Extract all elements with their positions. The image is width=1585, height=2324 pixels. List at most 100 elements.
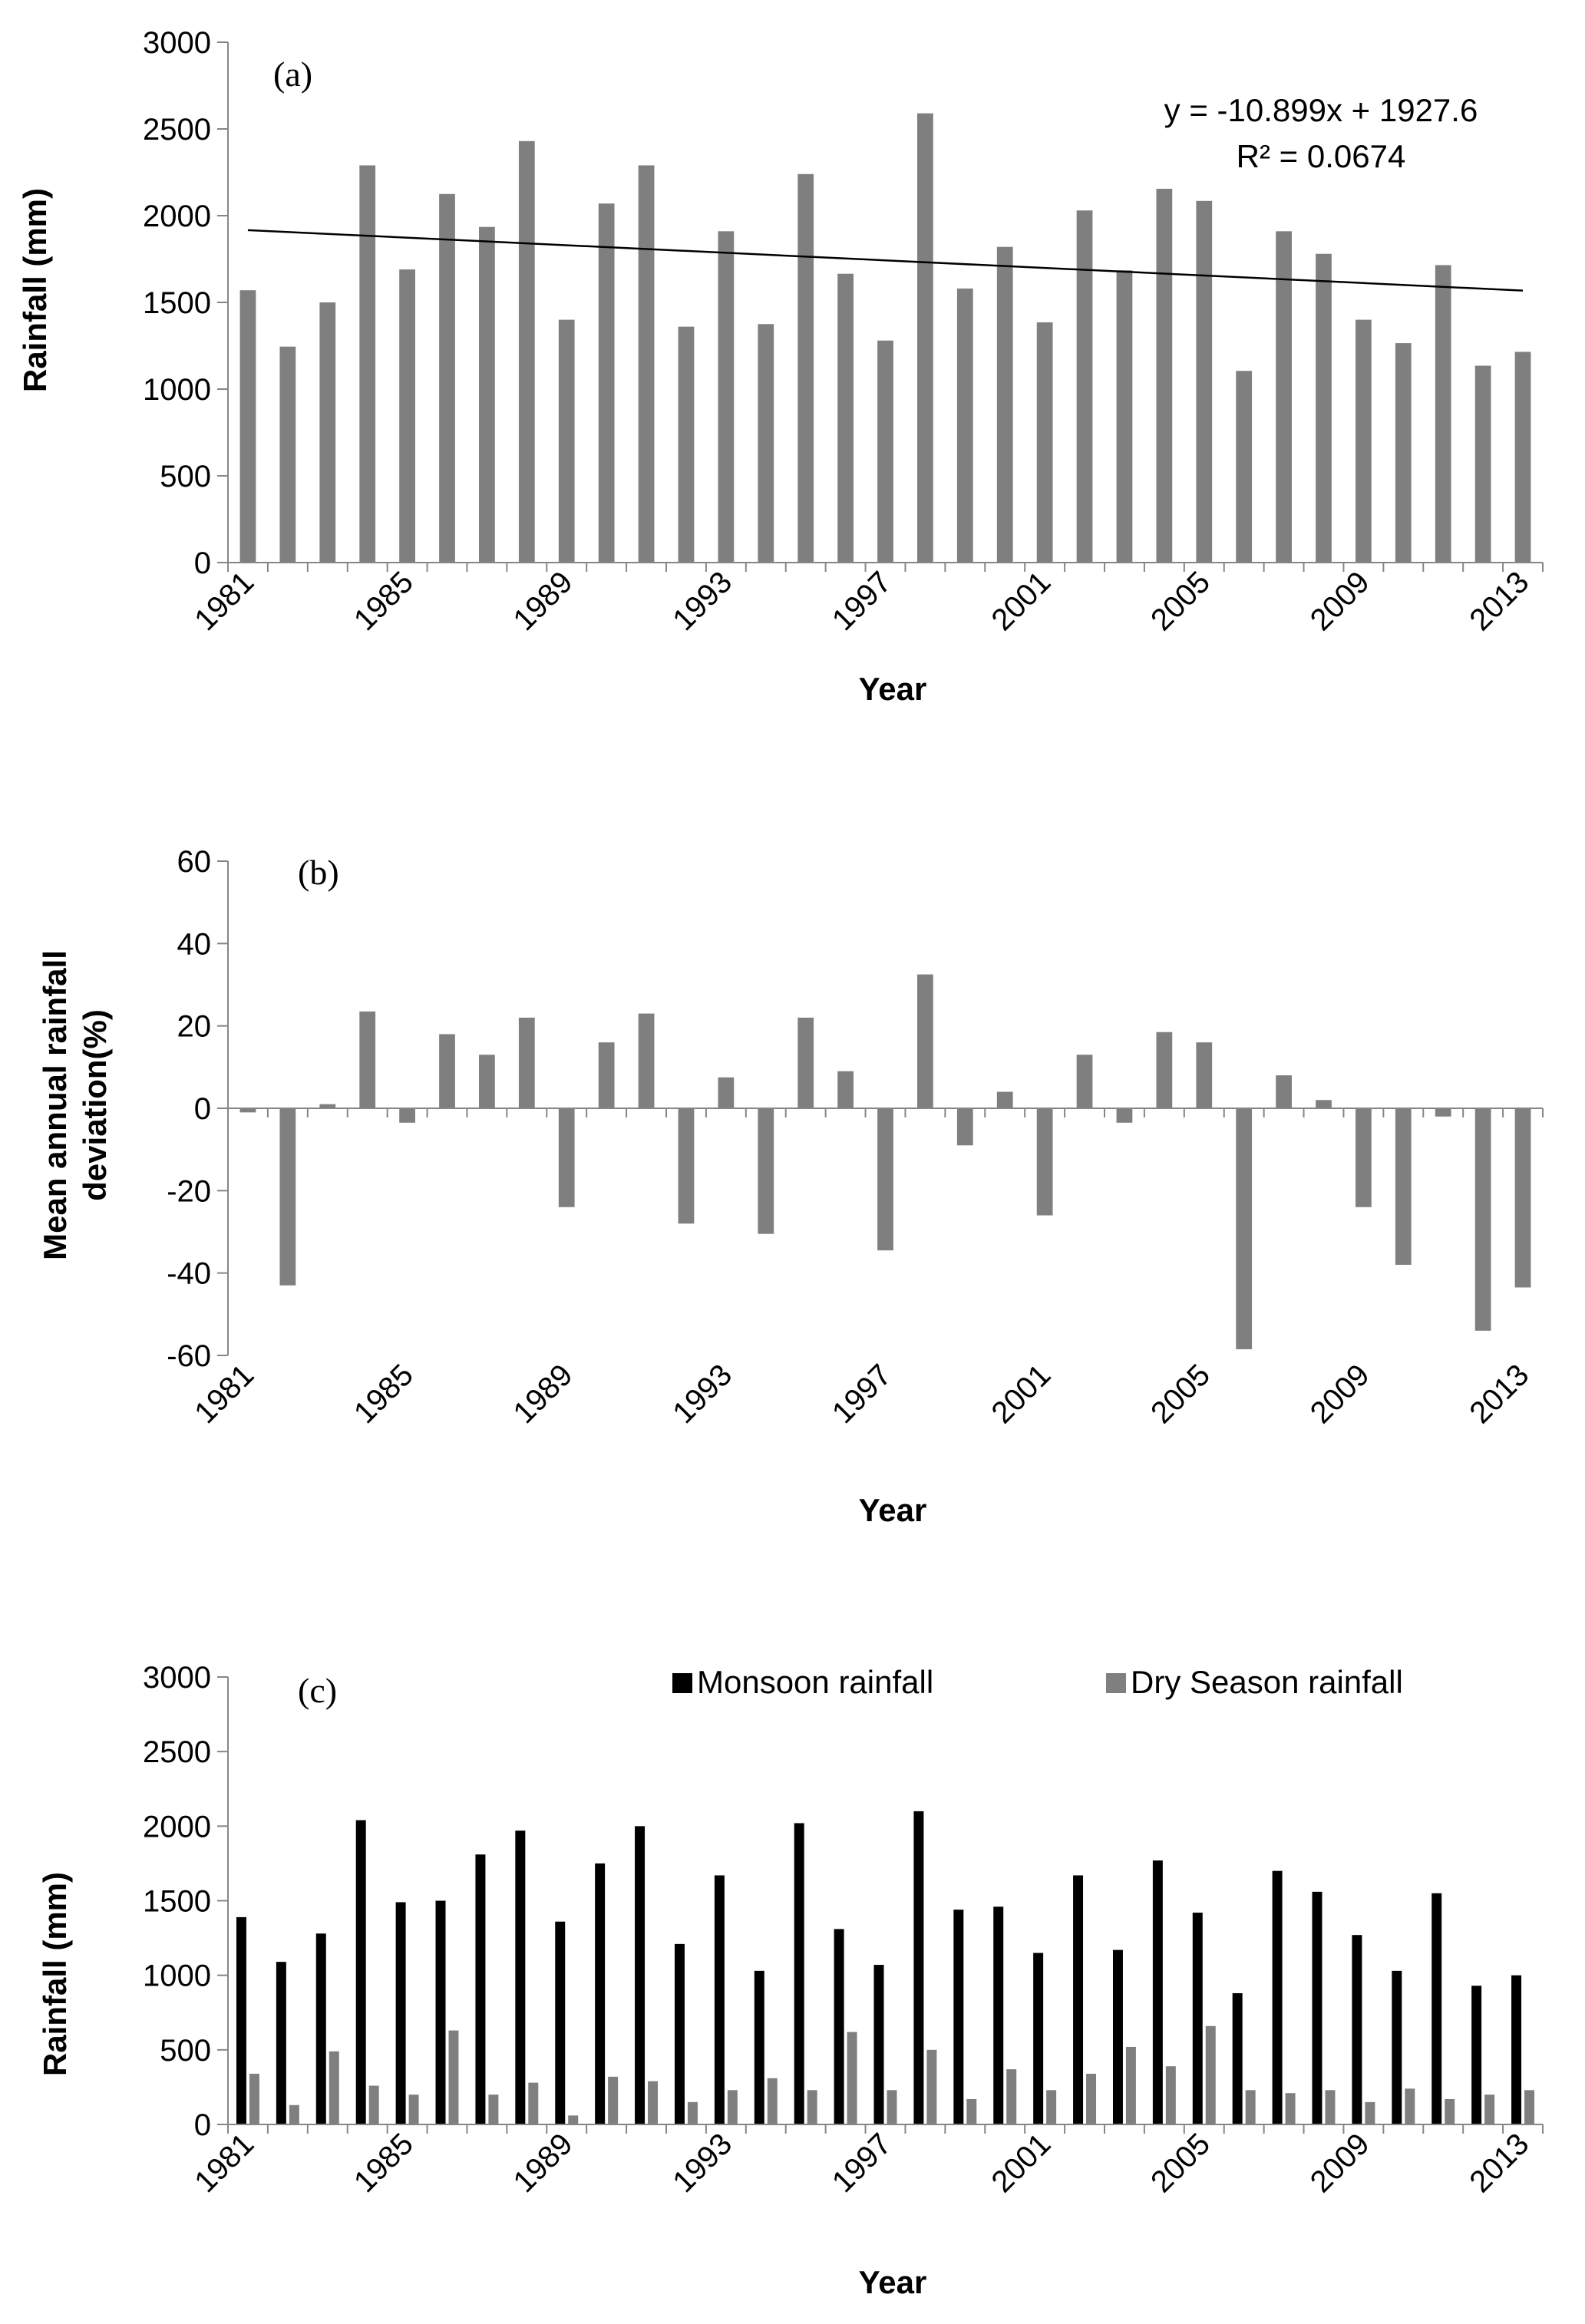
monsoon-bar-2013 <box>1511 1975 1522 2124</box>
panel-a-label: (a) <box>273 54 312 94</box>
bar-1994 <box>758 1108 774 1234</box>
bar-1995 <box>797 1017 814 1108</box>
x-tick-label-1993: 1993 <box>666 1358 738 1430</box>
bar-2010 <box>1395 1108 1412 1265</box>
bar-1981 <box>239 1108 256 1113</box>
bar-2007 <box>1276 1075 1292 1108</box>
monsoon-bar-1983 <box>315 1933 326 2124</box>
x-tick-label-1993: 1993 <box>666 2127 738 2199</box>
dry-season-bar-1996 <box>847 2032 857 2124</box>
bar-2003 <box>1116 270 1133 563</box>
dry-season-bar-2005 <box>1205 2025 1216 2124</box>
panel-a-x-axis-title: Year <box>859 671 927 707</box>
monsoon-bar-1982 <box>276 1962 286 2124</box>
monsoon-bar-1992 <box>674 1943 685 2124</box>
y-tick-label: 500 <box>160 460 211 494</box>
y-tick-label: 1000 <box>143 373 211 407</box>
bar-1999 <box>956 1108 973 1146</box>
dry-season-bar-2012 <box>1484 2095 1495 2124</box>
dry-season-bar-1983 <box>329 2051 339 2124</box>
monsoon-bar-2006 <box>1232 1992 1243 2124</box>
bar-2007 <box>1276 231 1292 563</box>
dry-season-bar-2000 <box>1006 2069 1017 2124</box>
y-tick-label: 2000 <box>143 200 211 233</box>
bar-1991 <box>638 165 655 563</box>
monsoon-bar-1989 <box>555 1921 566 2124</box>
monsoon-bar-1990 <box>595 1863 606 2124</box>
bar-1993 <box>718 1077 735 1108</box>
bar-1997 <box>877 340 893 563</box>
panel-a-annual-rainfall-chart: (a) Rainfall (mm) Year y = -10.899x + 19… <box>17 26 1544 707</box>
bar-2009 <box>1356 319 1372 563</box>
trend-line <box>247 229 1524 292</box>
dry-season-bar-1991 <box>648 2081 659 2124</box>
bar-1982 <box>279 346 296 563</box>
bar-1992 <box>678 326 695 563</box>
dry-season-bar-1981 <box>249 2073 259 2124</box>
panel-b-y-axis-title-line2: deviation(%) <box>77 1009 113 1201</box>
y-tick-label: 0 <box>194 2108 211 2142</box>
monsoon-bar-2007 <box>1272 1870 1283 2124</box>
dry-season-bar-2008 <box>1325 2090 1336 2124</box>
monsoon-bar-2009 <box>1352 1935 1362 2124</box>
bar-1998 <box>917 974 933 1108</box>
bar-1990 <box>598 203 615 563</box>
bar-2013 <box>1514 352 1531 563</box>
monsoon-bar-2003 <box>1112 1949 1123 2124</box>
x-tick-label-2009: 2009 <box>1304 1358 1376 1430</box>
bar-1996 <box>837 1071 854 1108</box>
bar-2005 <box>1196 200 1213 563</box>
y-tick-label: -20 <box>167 1174 211 1208</box>
dry-season-bar-1985 <box>408 2095 419 2124</box>
x-tick-label-1989: 1989 <box>507 1358 580 1430</box>
panel-b-x-axis-title: Year <box>859 1492 927 1528</box>
bar-2004 <box>1156 188 1173 563</box>
dry-season-bar-1998 <box>926 2049 937 2124</box>
bar-2009 <box>1356 1108 1372 1207</box>
monsoon-bar-1993 <box>714 1875 725 2124</box>
y-tick-label: 3000 <box>143 1661 211 1695</box>
panel-c-y-axis-title: Rainfall (mm) <box>37 1872 73 2076</box>
x-tick-label-1997: 1997 <box>826 2127 898 2199</box>
y-tick-label: -60 <box>167 1339 211 1373</box>
bar-1983 <box>319 1104 336 1108</box>
bar-2006 <box>1236 371 1253 563</box>
y-tick-label: 1500 <box>143 1885 211 1919</box>
bar-1988 <box>518 140 535 563</box>
dry-season-bar-1993 <box>727 2090 738 2124</box>
monsoon-bar-2000 <box>993 1906 1004 2124</box>
bar-1995 <box>797 173 814 563</box>
bar-2012 <box>1474 365 1491 563</box>
x-tick-label-1997: 1997 <box>826 565 898 637</box>
bar-1993 <box>718 231 735 563</box>
y-tick-label: 40 <box>177 927 212 961</box>
panel-a-r-squared: R² = 0.0674 <box>1237 138 1406 174</box>
dry-season-bar-2001 <box>1046 2090 1057 2124</box>
dry-season-bar-1995 <box>807 2090 817 2124</box>
bar-2003 <box>1116 1108 1133 1123</box>
monsoon-bar-2008 <box>1312 1891 1322 2124</box>
x-tick-label-1989: 1989 <box>507 2127 580 2199</box>
bar-1984 <box>359 165 376 563</box>
dry-season-bar-1982 <box>289 2104 299 2124</box>
y-tick-label: 0 <box>194 1092 211 1126</box>
monsoon-bar-1981 <box>236 1916 246 2124</box>
bar-1986 <box>439 1034 455 1108</box>
x-tick-label-2005: 2005 <box>1144 2127 1217 2199</box>
bar-1985 <box>399 1108 415 1123</box>
dry-season-bar-2007 <box>1285 2093 1296 2124</box>
monsoon-bar-2011 <box>1431 1893 1442 2124</box>
monsoon-bar-1984 <box>355 1820 366 2124</box>
x-tick-label-2013: 2013 <box>1463 565 1535 637</box>
bar-2008 <box>1316 1100 1332 1108</box>
dry-season-bar-2013 <box>1524 2090 1535 2124</box>
bar-1989 <box>558 319 575 563</box>
bar-1982 <box>279 1108 296 1286</box>
bar-2001 <box>1036 322 1053 563</box>
dry-season-bar-1990 <box>608 2076 619 2124</box>
x-tick-label-2009: 2009 <box>1304 2127 1376 2199</box>
panel-b-y-axis-title-line1: Mean annual rainfall <box>37 950 73 1260</box>
x-tick-label-2001: 2001 <box>985 2127 1057 2199</box>
bar-2012 <box>1474 1108 1491 1331</box>
panel-c-legend: Monsoon rainfall Dry Season rainfall <box>672 1664 1403 1700</box>
